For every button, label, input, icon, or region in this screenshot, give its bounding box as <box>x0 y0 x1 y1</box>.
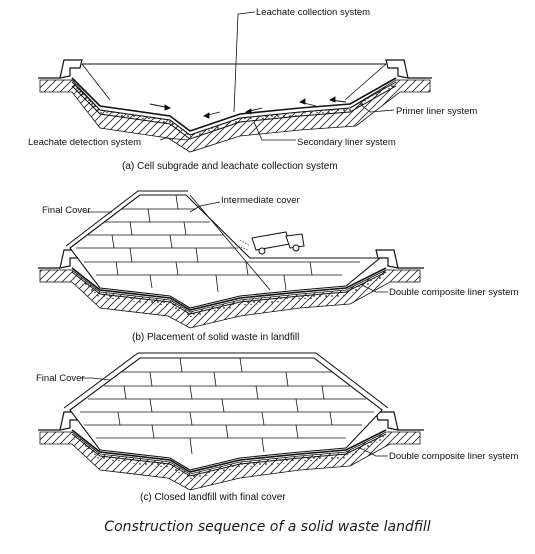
waste-cells <box>80 357 374 455</box>
panel-a: Leachate collection system Primer liner … <box>28 7 477 172</box>
leader-double-liner <box>359 283 388 293</box>
panel-c-caption: (c) Closed landfill with final cover <box>140 492 286 503</box>
gravel-band <box>72 272 386 318</box>
figure-caption: Construction sequence of a solid waste l… <box>104 519 431 535</box>
leader-intermediate-cover <box>189 201 221 213</box>
right-berm <box>375 411 399 431</box>
label-leachate-detection: Leachate detection system <box>28 137 141 148</box>
gravel-band <box>72 82 396 139</box>
label-leachate-collection: Leachate collection system <box>256 7 370 18</box>
final-cover-line <box>65 190 188 247</box>
liner-layer-1 <box>71 267 387 311</box>
cell-inner-slope-left <box>81 63 111 101</box>
leader-final-cover <box>80 377 111 381</box>
flow-arrows <box>149 96 347 119</box>
gravel-band <box>72 434 386 480</box>
label-double-liner: Double composite liner system <box>389 451 518 462</box>
leader-secondary-liner <box>253 121 296 141</box>
right-berm <box>385 59 409 79</box>
label-primer-liner: Primer liner system <box>396 106 477 117</box>
liner-layer-1 <box>71 77 397 132</box>
final-cover-line <box>63 352 389 409</box>
cell-inner-slope-right <box>344 63 387 101</box>
label-final-cover: Final Cover <box>42 205 91 216</box>
left-berm <box>59 59 83 79</box>
panel-b: Final Cover Intermediate cover Double co… <box>38 190 518 343</box>
truck-icon <box>237 231 305 255</box>
leader-primer-liner <box>359 103 395 113</box>
waste-mound <box>69 194 382 309</box>
panel-b-caption: (b) Placement of solid waste in landfill <box>132 332 299 343</box>
waste-cells <box>76 194 360 293</box>
label-secondary-liner: Secondary liner system <box>297 137 396 148</box>
label-intermediate-cover: Intermediate cover <box>221 195 300 206</box>
leader-leachate-collection <box>233 11 256 113</box>
liner-layer-1 <box>71 429 387 473</box>
label-double-liner: Double composite liner system <box>389 287 518 298</box>
label-final-cover: Final Cover <box>36 373 85 384</box>
panel-a-caption: (a) Cell subgrade and leachate collectio… <box>122 161 338 172</box>
panel-c: Final Cover Double composite liner syste… <box>36 352 518 503</box>
leader-double-liner <box>359 447 388 457</box>
leader-leachate-detection <box>159 137 189 141</box>
